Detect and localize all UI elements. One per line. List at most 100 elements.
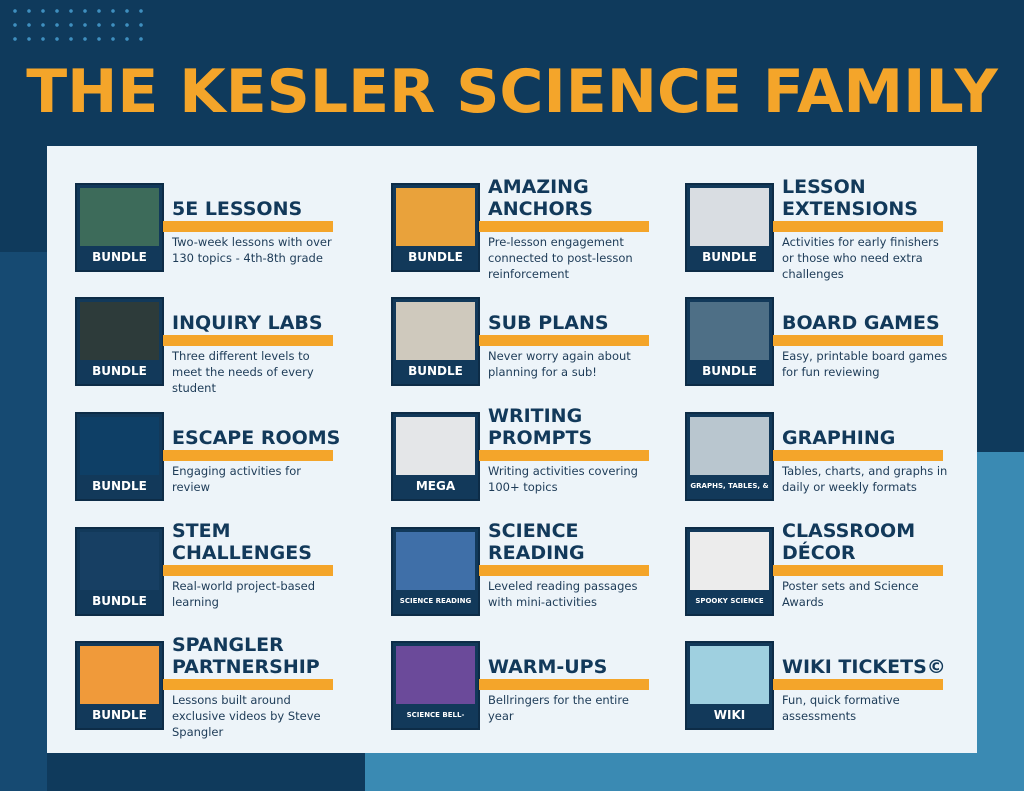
card-description: Tables, charts, and graphs in daily or w…: [782, 464, 948, 494]
thumbnail-image: [690, 302, 769, 360]
product-thumbnail[interactable]: SCIENCE BELL-RINGERS: [391, 641, 480, 730]
product-card[interactable]: BUNDLE STEM CHALLENGES Real-world projec…: [75, 520, 345, 619]
thumbnail-image: [80, 532, 159, 590]
thumbnail-label: BUNDLE: [92, 708, 147, 722]
thumbnail-label: SCIENCE BELL-RINGERS: [406, 711, 465, 719]
thumbnail-label: SPOOKY SCIENCE POSTERS: [695, 597, 764, 605]
thumbnail-label: BUNDLE: [92, 594, 147, 608]
product-thumbnail[interactable]: BUNDLE: [685, 183, 774, 272]
product-thumbnail[interactable]: SCIENCE READING COMPREHENSION: [391, 527, 480, 616]
thumbnail-image: [396, 532, 475, 590]
thumbnail-label: GRAPHS, TABLES, & CHARTS: [690, 482, 769, 490]
product-card[interactable]: BUNDLE BOARD GAMES Easy, printable board…: [685, 297, 955, 389]
accent-bar: [479, 221, 649, 232]
card-title: STEM CHALLENGES: [172, 520, 312, 564]
accent-bar: [479, 450, 649, 461]
product-card[interactable]: SPOOKY SCIENCE POSTERS CLASSROOM DÉCOR P…: [685, 520, 955, 619]
accent-bar: [163, 679, 333, 690]
accent-bar: [163, 335, 333, 346]
product-thumbnail[interactable]: WIKI TICKETS: [685, 641, 774, 730]
card-title: INQUIRY LABS: [172, 312, 323, 334]
accent-bar: [479, 679, 649, 690]
card-description: Bellringers for the entire year: [488, 693, 629, 723]
product-card[interactable]: BUNDLE INQUIRY LABS Three different leve…: [75, 297, 345, 395]
card-description: Lessons built around exclusive videos by…: [172, 693, 321, 739]
thumbnail-image: [80, 188, 159, 246]
card-title: CLASSROOM DÉCOR: [782, 520, 916, 564]
card-description: Easy, printable board games for fun revi…: [782, 349, 948, 379]
product-card[interactable]: BUNDLE 5E LESSONS Two-week lessons with …: [75, 183, 345, 275]
product-thumbnail[interactable]: SPOOKY SCIENCE POSTERS: [685, 527, 774, 616]
product-thumbnail[interactable]: GRAPHS, TABLES, & CHARTS: [685, 412, 774, 501]
product-thumbnail[interactable]: BUNDLE: [75, 412, 164, 501]
thumbnail-image: [80, 646, 159, 704]
background-block: [0, 252, 47, 791]
background-block: [365, 753, 1024, 791]
thumbnail-image: [396, 302, 475, 360]
thumbnail-image: [80, 417, 159, 475]
thumbnail-image: [690, 646, 769, 704]
thumbnail-label: BUNDLE: [408, 250, 463, 264]
card-title: WRITING PROMPTS: [488, 405, 593, 449]
thumbnail-image: [80, 302, 159, 360]
product-thumbnail[interactable]: BUNDLE: [75, 641, 164, 730]
thumbnail-label: BUNDLE: [92, 250, 147, 264]
thumbnail-label: BUNDLE: [92, 479, 147, 493]
accent-bar: [773, 335, 943, 346]
card-description: Engaging activities for review: [172, 464, 301, 494]
accent-bar: [773, 450, 943, 461]
thumbnail-label: BUNDLE: [702, 364, 757, 378]
card-title: ESCAPE ROOMS: [172, 427, 341, 449]
card-description: Fun, quick formative assessments: [782, 693, 900, 723]
product-card[interactable]: SCIENCE READING COMPREHENSION SCIENCE RE…: [391, 520, 661, 619]
product-thumbnail[interactable]: MEGA BUNDLE: [391, 412, 480, 501]
thumbnail-image: [396, 646, 475, 704]
product-card[interactable]: SCIENCE BELL-RINGERS WARM-UPS Bellringer…: [391, 641, 661, 733]
product-thumbnail[interactable]: BUNDLE: [75, 297, 164, 386]
product-thumbnail[interactable]: BUNDLE: [391, 183, 480, 272]
product-card[interactable]: WIKI TICKETS WIKI TICKETS© Fun, quick fo…: [685, 641, 955, 733]
product-card[interactable]: BUNDLE SUB PLANS Never worry again about…: [391, 297, 661, 389]
accent-bar: [773, 221, 943, 232]
card-title: SCIENCE READING: [488, 520, 585, 564]
card-title: WIKI TICKETS©: [782, 656, 946, 678]
accent-bar: [773, 565, 943, 576]
thumbnail-label: BUNDLE: [408, 364, 463, 378]
thumbnail-image: [690, 532, 769, 590]
product-card[interactable]: BUNDLE ESCAPE ROOMS Engaging activities …: [75, 412, 345, 504]
card-title: LESSON EXTENSIONS: [782, 176, 918, 220]
product-thumbnail[interactable]: BUNDLE: [75, 183, 164, 272]
card-description: Never worry again about planning for a s…: [488, 349, 631, 379]
product-card[interactable]: BUNDLE LESSON EXTENSIONS Activities for …: [685, 176, 955, 281]
page-title: THE KESLER SCIENCE FAMILY: [26, 57, 998, 127]
thumbnail-label: SCIENCE READING COMPREHENSION: [399, 597, 472, 605]
card-title: SPANGLER PARTNERSHIP: [172, 634, 320, 678]
product-thumbnail[interactable]: BUNDLE: [685, 297, 774, 386]
card-title: 5E LESSONS: [172, 198, 303, 220]
dot-pattern: [8, 4, 148, 50]
accent-bar: [163, 221, 333, 232]
card-description: Writing activities covering 100+ topics: [488, 464, 638, 494]
product-thumbnail[interactable]: BUNDLE: [75, 527, 164, 616]
thumbnail-image: [690, 417, 769, 475]
card-description: Activities for early finishers or those …: [782, 235, 939, 281]
card-description: Three different levels to meet the needs…: [172, 349, 314, 395]
background-block: [977, 452, 1024, 791]
card-title: SUB PLANS: [488, 312, 609, 334]
accent-bar: [163, 450, 333, 461]
card-description: Pre-lesson engagement connected to post-…: [488, 235, 633, 281]
product-thumbnail[interactable]: BUNDLE: [391, 297, 480, 386]
card-title: BOARD GAMES: [782, 312, 940, 334]
thumbnail-image: [690, 188, 769, 246]
thumbnail-image: [396, 188, 475, 246]
product-card[interactable]: MEGA BUNDLE WRITING PROMPTS Writing acti…: [391, 405, 661, 504]
thumbnail-label: MEGA BUNDLE: [408, 479, 463, 499]
product-card[interactable]: GRAPHS, TABLES, & CHARTS GRAPHING Tables…: [685, 412, 955, 504]
product-card[interactable]: BUNDLE AMAZING ANCHORS Pre-lesson engage…: [391, 176, 661, 281]
thumbnail-label: BUNDLE: [92, 364, 147, 378]
accent-bar: [163, 565, 333, 576]
accent-bar: [479, 565, 649, 576]
product-card[interactable]: BUNDLE SPANGLER PARTNERSHIP Lessons buil…: [75, 634, 345, 739]
card-description: Two-week lessons with over 130 topics - …: [172, 235, 332, 265]
card-description: Real-world project-based learning: [172, 579, 316, 609]
